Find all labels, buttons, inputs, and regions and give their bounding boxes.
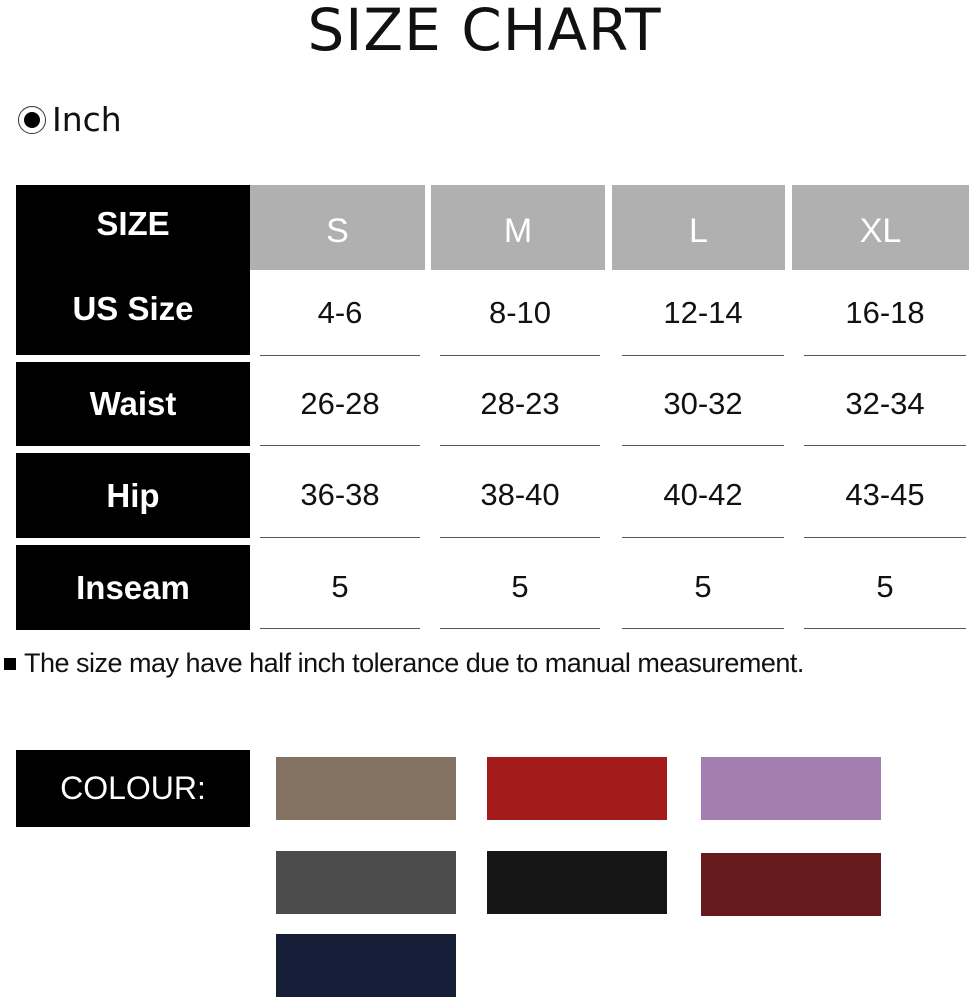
row-label-inseam: Inseam	[16, 545, 250, 630]
colour-label: COLOUR:	[16, 750, 250, 827]
table-cell: 30-32	[622, 362, 784, 446]
table-cell: 5	[440, 545, 600, 629]
unit-label: Inch	[52, 100, 122, 139]
row-label-waist: Waist	[16, 362, 250, 446]
colour-swatch[interactable]	[487, 851, 667, 914]
table-cell: 8-10	[440, 270, 600, 356]
table-cell: 4-6	[260, 270, 420, 356]
table-cell: 5	[622, 545, 784, 629]
colour-swatch[interactable]	[701, 757, 881, 820]
size-header-m: M	[431, 185, 605, 270]
colour-swatch[interactable]	[701, 853, 881, 916]
page-title: SIZE CHART	[307, 0, 662, 64]
table-cell: 5	[804, 545, 966, 629]
row-label-hip: Hip	[16, 453, 250, 538]
table-cell: 28-23	[440, 362, 600, 446]
tolerance-note: The size may have half inch tolerance du…	[4, 648, 804, 679]
table-cell: 43-45	[804, 453, 966, 538]
size-header-s: S	[250, 185, 425, 270]
note-text: The size may have half inch tolerance du…	[24, 648, 804, 678]
radio-selected-icon[interactable]	[18, 105, 46, 134]
table-cell: 16-18	[804, 270, 966, 356]
colour-swatch[interactable]	[276, 934, 456, 997]
bullet-square-icon	[4, 657, 16, 670]
size-header-label: SIZE	[16, 185, 250, 263]
table-cell: 36-38	[260, 453, 420, 538]
row-label-us-size: US Size	[16, 263, 250, 355]
size-header-xl: XL	[792, 185, 969, 270]
table-cell: 38-40	[440, 453, 600, 538]
colour-swatch[interactable]	[487, 757, 667, 820]
table-cell: 12-14	[622, 270, 784, 356]
unit-option-inch[interactable]: Inch	[18, 100, 122, 139]
table-cell: 26-28	[260, 362, 420, 446]
table-cell: 40-42	[622, 453, 784, 538]
table-cell: 32-34	[804, 362, 966, 446]
colour-swatch[interactable]	[276, 757, 456, 820]
size-header-l: L	[612, 185, 785, 270]
colour-swatch[interactable]	[276, 851, 456, 914]
table-cell: 5	[260, 545, 420, 629]
